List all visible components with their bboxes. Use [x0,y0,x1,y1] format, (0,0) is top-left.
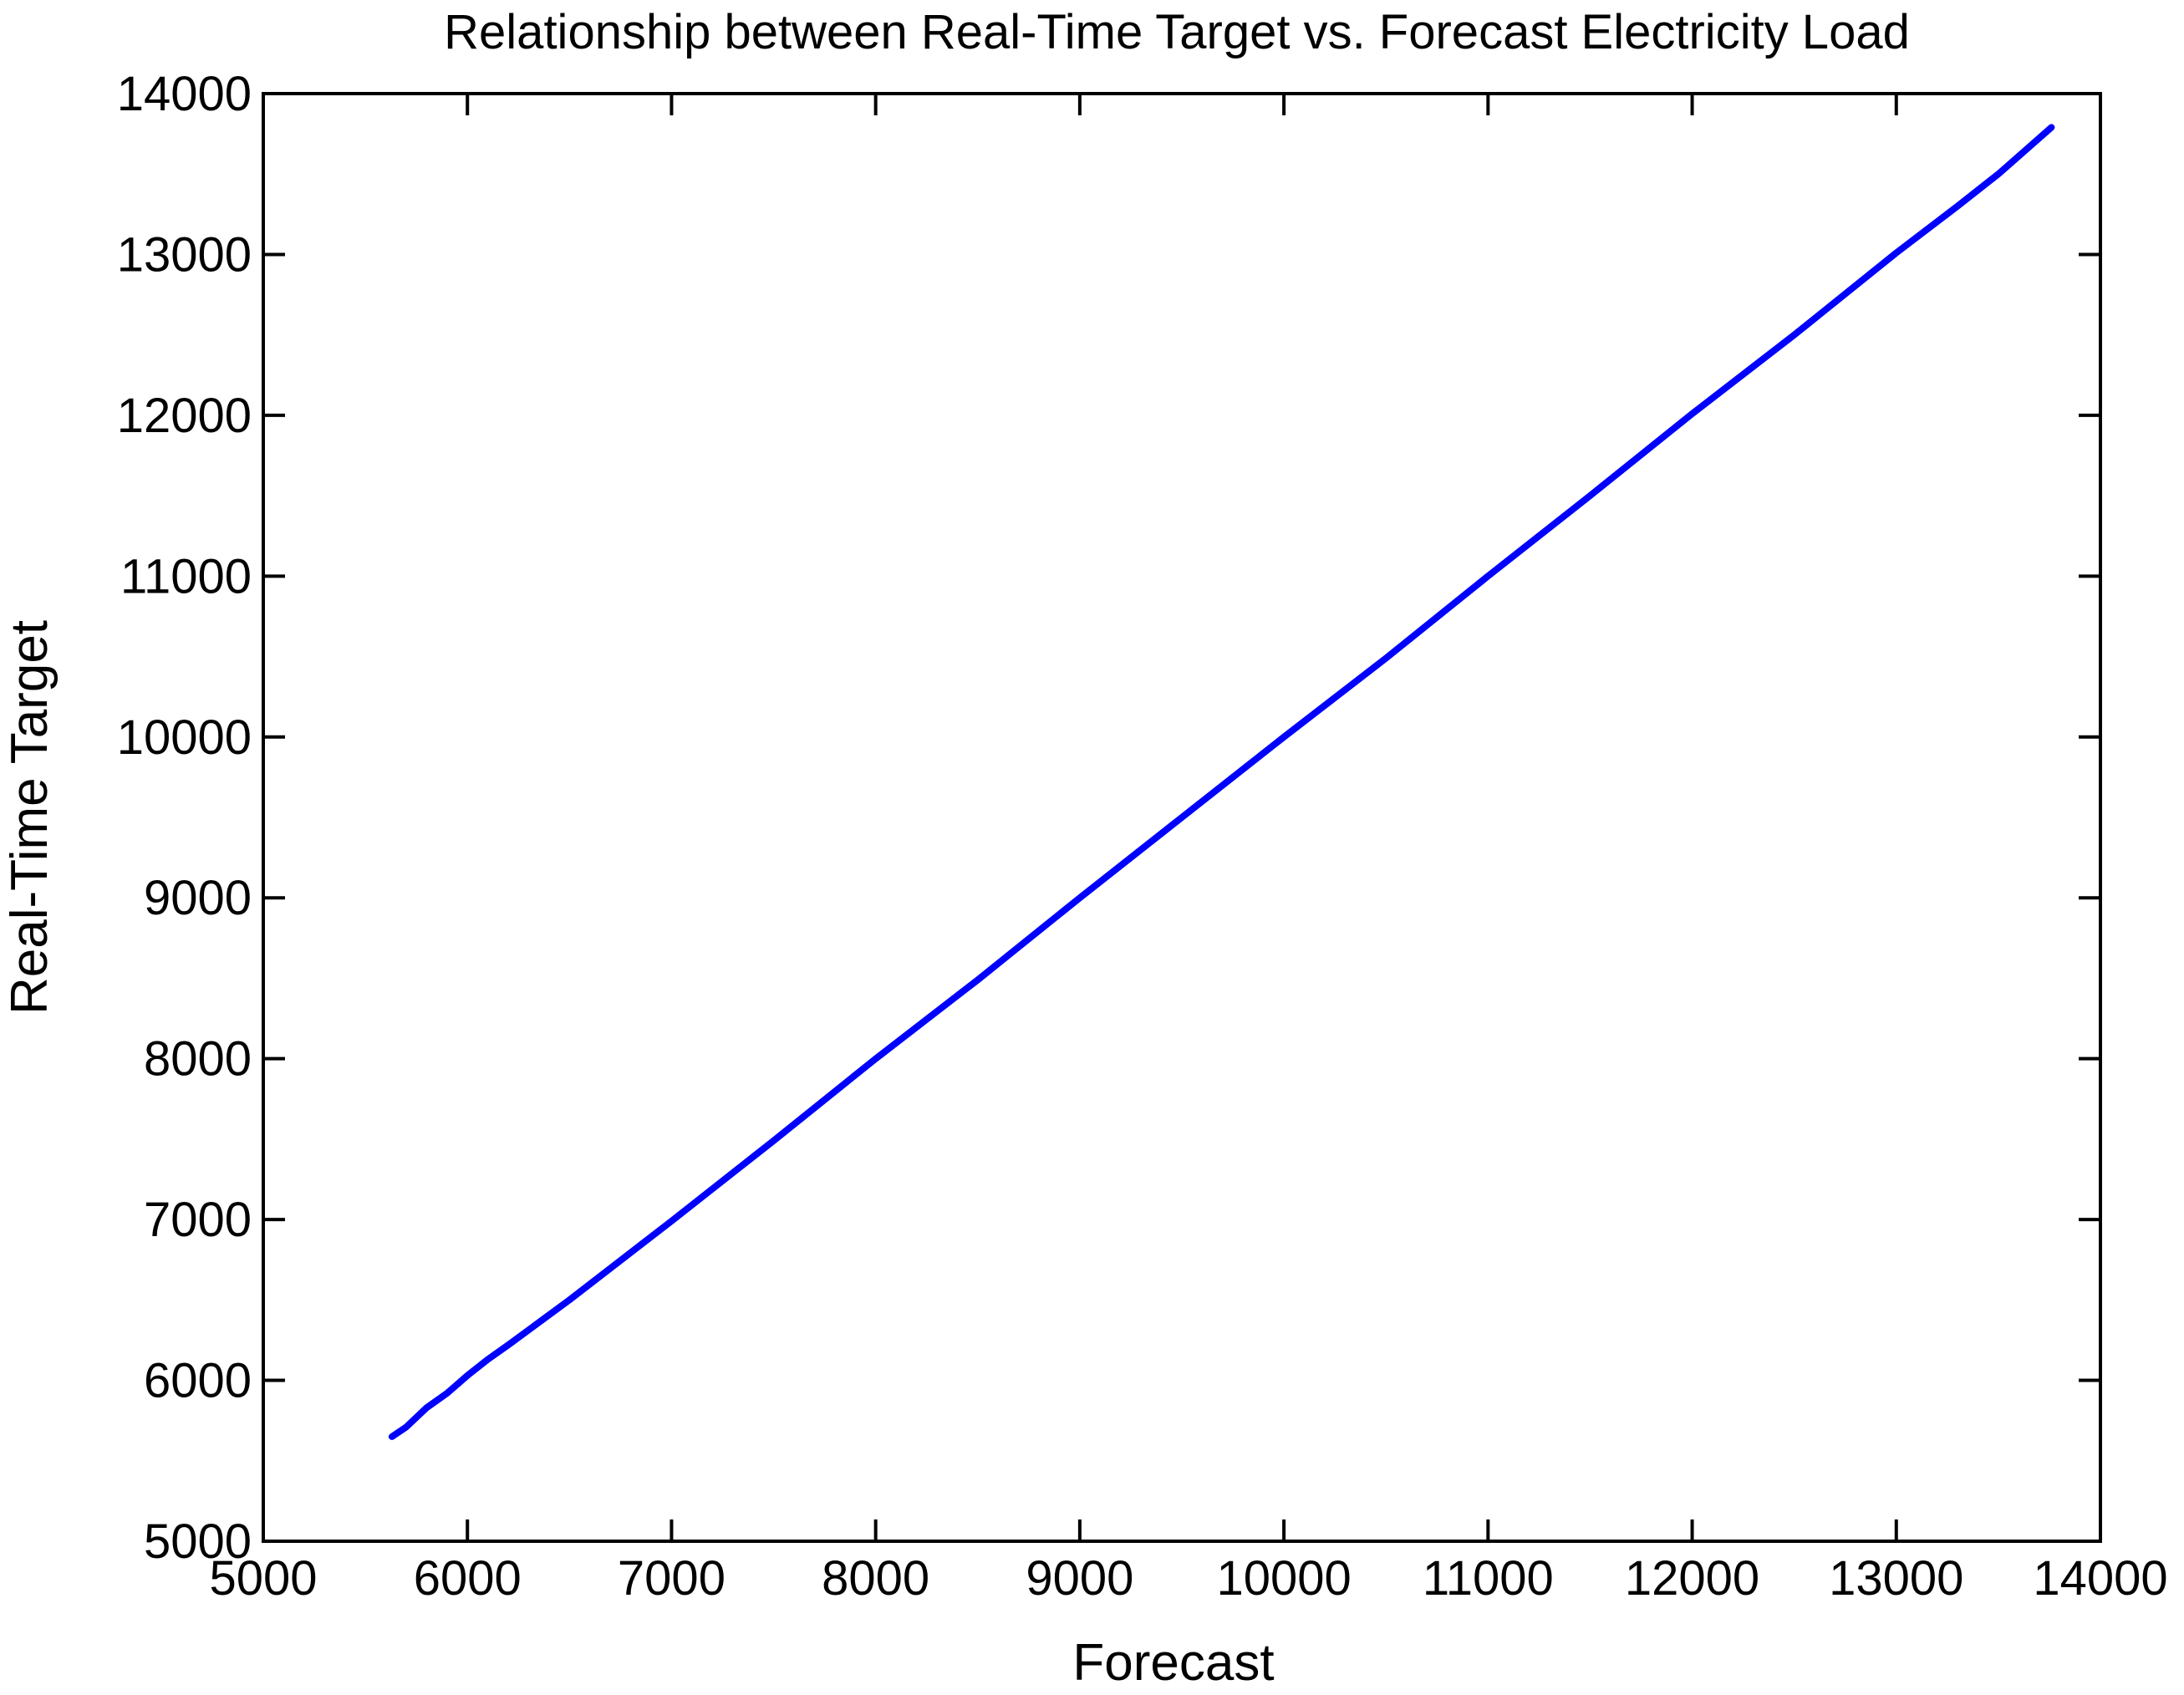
y-axis-label: Real-Time Target [1,620,59,1015]
x-tick-label: 14000 [2033,1551,2167,1606]
y-tick-label: 13000 [117,227,252,282]
y-tick-label: 9000 [144,871,252,925]
y-tick-label: 6000 [144,1354,252,1408]
y-tick-label: 14000 [117,67,252,121]
plot-frame [262,92,2102,1543]
ticks-layer: 5000 6000 7000 8000 9000 10000 11000 12000 13000… [117,67,2168,1606]
y-tick-label: 10000 [117,710,252,765]
chart-title: Relationship between Real-Time Target vs… [444,5,1910,59]
x-axis-label: Forecast [1072,1634,1274,1692]
series-line [388,124,2055,1440]
x-tick-label: 13000 [1829,1551,1963,1606]
x-tick-label: 5000 [209,1551,317,1606]
y-tick-label: 5000 [144,1514,252,1569]
series-layer [388,124,2055,1440]
y-tick-label: 8000 [144,1032,252,1087]
y-tick-label: 11000 [120,549,252,603]
x-tick-label: 10000 [1216,1551,1351,1606]
y-tick-label: 7000 [144,1193,252,1247]
x-tick-label: 7000 [618,1551,725,1606]
y-tick-label: 12000 [117,389,252,443]
x-tick-label: 6000 [414,1551,522,1606]
x-tick-label: 8000 [822,1551,929,1606]
x-tick-label: 9000 [1026,1551,1133,1606]
x-tick-label: 11000 [1423,1551,1554,1606]
x-tick-label: 12000 [1625,1551,1759,1606]
